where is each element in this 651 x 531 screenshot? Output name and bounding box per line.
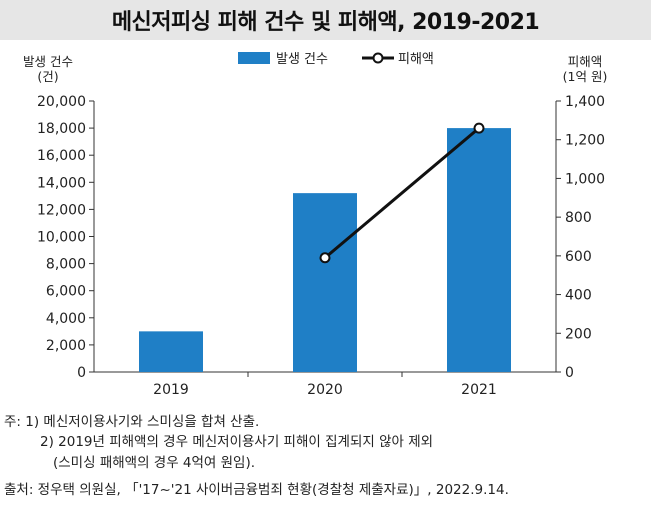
chart-area: 0 2,000 4,000 6,000 8,000 10,000 12,000 14,000 1… [23,52,608,398]
damage-amount-point [319,252,331,264]
chart-title-bar: 메신저피싱 피해 건수 및 피해액, 2019-2021 [0,0,651,40]
x-tick-label: 2019 [153,382,189,398]
left-tick-label: 0 [77,365,86,381]
legend-line-label: 피해액 [398,52,434,67]
left-axis-title: 발생 건수 [23,54,73,69]
left-tick-label: 8,000 [46,257,86,273]
footnote-3: (스미싱 패해액의 경우 4억여 원임). [53,455,256,471]
right-tick-label: 0 [565,365,574,381]
left-tick-label: 16,000 [37,148,86,164]
footnote-2: 2) 2019년 피해액의 경우 메신저이용사기 피해이 집계되지 않아 제외 [40,434,434,450]
left-axis-unit: (건) [37,69,58,84]
chart-title: 메신저피싱 피해 건수 및 피해액, 2019-2021 [111,10,540,35]
bar-2020 [293,193,357,372]
left-tick-label: 14,000 [37,175,86,191]
damage-amount-line [324,126,480,259]
left-tick-label: 2,000 [46,338,86,354]
legend-bar-label: 발생 건수 [276,52,328,67]
x-tick-label: 2020 [307,382,343,398]
left-tick-label: 18,000 [37,121,86,137]
right-tick-label: 800 [565,210,592,226]
left-tick-label: 12,000 [37,202,86,218]
right-tick-label: 1,200 [565,133,605,149]
left-tick-label: 10,000 [37,230,86,246]
left-tick-label: 6,000 [46,284,86,300]
damage-amount-point [473,122,485,134]
right-tick-label: 1,000 [565,171,605,187]
legend-bar-swatch [238,52,270,64]
right-tick-label: 200 [565,326,592,342]
footnote-1: 주: 1) 메신저이용사기와 스미싱을 합쳐 산출. [4,414,260,430]
right-axis-title: 피해액 [568,54,603,69]
right-tick-label: 600 [565,249,592,265]
right-tick-label: 400 [565,288,592,304]
left-tick-label: 4,000 [46,311,86,327]
x-tick-label: 2021 [461,382,497,398]
source-note: 출처: 정우택 의원실, 「'17~'21 사이버금융범죄 현황(경찰청 제출자… [4,482,509,498]
right-tick-label: 1,400 [565,94,605,110]
bar-2021 [447,128,511,372]
bar-2019 [139,331,203,372]
legend-line-marker [372,52,384,64]
left-tick-label: 20,000 [37,94,86,110]
right-axis-unit: (1억 원) [563,69,608,84]
